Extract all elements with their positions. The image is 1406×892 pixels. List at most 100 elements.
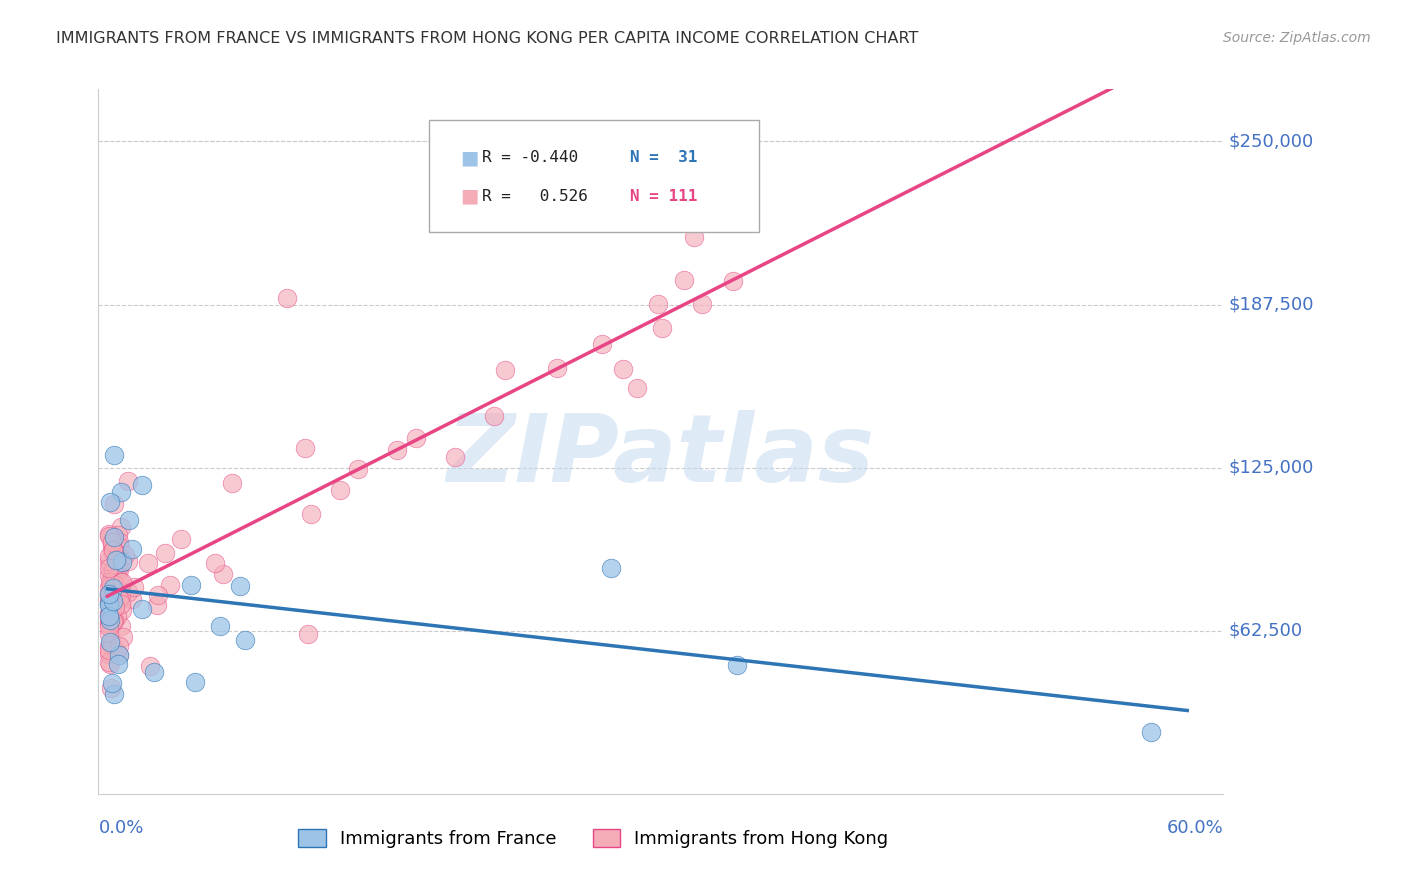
- Immigrants from Hong Kong: [108, 575, 131, 590]
- Immigrants from Hong Kong: [104, 549, 127, 564]
- Immigrants from Hong Kong: [98, 606, 121, 620]
- Immigrants from Hong Kong: [276, 291, 298, 305]
- Immigrants from Hong Kong: [112, 631, 135, 645]
- Immigrants from France: [600, 561, 623, 575]
- Immigrants from Hong Kong: [108, 592, 131, 607]
- Immigrants from Hong Kong: [98, 598, 121, 612]
- Immigrants from Hong Kong: [108, 639, 131, 653]
- Immigrants from France: [101, 581, 124, 595]
- Immigrants from Hong Kong: [105, 645, 128, 659]
- Immigrants from Hong Kong: [108, 534, 131, 549]
- Immigrants from France: [98, 613, 121, 627]
- Immigrants from France: [208, 619, 231, 633]
- Text: $250,000: $250,000: [1229, 132, 1315, 151]
- Immigrants from Hong Kong: [299, 508, 322, 522]
- Immigrants from France: [131, 602, 153, 616]
- Immigrants from Hong Kong: [98, 656, 121, 670]
- Immigrants from France: [108, 648, 131, 662]
- Immigrants from Hong Kong: [146, 589, 169, 603]
- Immigrants from Hong Kong: [111, 602, 134, 616]
- Immigrants from Hong Kong: [100, 577, 122, 591]
- Immigrants from France: [180, 577, 202, 591]
- Immigrants from Hong Kong: [108, 648, 131, 662]
- Immigrants from Hong Kong: [690, 297, 713, 311]
- Immigrants from Hong Kong: [98, 529, 121, 543]
- Text: ZIPatlas: ZIPatlas: [447, 409, 875, 501]
- Text: $125,000: $125,000: [1229, 458, 1315, 476]
- Immigrants from Hong Kong: [111, 574, 134, 589]
- Immigrants from Hong Kong: [98, 527, 121, 541]
- Immigrants from Hong Kong: [101, 566, 124, 581]
- Immigrants from Hong Kong: [385, 443, 408, 458]
- Immigrants from Hong Kong: [101, 543, 124, 558]
- Immigrants from France: [101, 594, 124, 608]
- Immigrants from Hong Kong: [104, 599, 127, 614]
- Immigrants from Hong Kong: [98, 580, 121, 594]
- Immigrants from Hong Kong: [221, 475, 243, 490]
- Immigrants from Hong Kong: [101, 638, 124, 652]
- Immigrants from Hong Kong: [482, 409, 505, 423]
- Immigrants from Hong Kong: [98, 648, 121, 662]
- Text: ■: ■: [460, 186, 478, 206]
- Immigrants from Hong Kong: [297, 627, 319, 641]
- Immigrants from Hong Kong: [100, 636, 122, 650]
- Immigrants from France: [110, 484, 132, 499]
- Immigrants from Hong Kong: [103, 577, 125, 591]
- Immigrants from Hong Kong: [405, 431, 427, 445]
- Immigrants from Hong Kong: [107, 528, 129, 542]
- Immigrants from Hong Kong: [110, 520, 132, 534]
- Text: Source: ZipAtlas.com: Source: ZipAtlas.com: [1223, 31, 1371, 45]
- Immigrants from Hong Kong: [98, 617, 121, 632]
- Immigrants from Hong Kong: [110, 588, 132, 602]
- Immigrants from Hong Kong: [98, 608, 121, 623]
- Immigrants from Hong Kong: [159, 577, 181, 591]
- Text: 60.0%: 60.0%: [1167, 819, 1223, 837]
- Immigrants from Hong Kong: [626, 381, 648, 395]
- Immigrants from Hong Kong: [647, 296, 669, 310]
- Immigrants from Hong Kong: [105, 568, 128, 582]
- Immigrants from Hong Kong: [100, 534, 122, 549]
- Immigrants from France: [233, 633, 256, 648]
- Immigrants from Hong Kong: [204, 556, 226, 570]
- Immigrants from France: [107, 657, 129, 672]
- Text: ■: ■: [460, 148, 478, 168]
- Immigrants from Hong Kong: [108, 564, 131, 578]
- Immigrants from Hong Kong: [444, 450, 467, 464]
- Immigrants from Hong Kong: [103, 614, 125, 628]
- Immigrants from Hong Kong: [107, 549, 129, 563]
- Immigrants from France: [98, 495, 121, 509]
- Immigrants from Hong Kong: [110, 597, 132, 611]
- Immigrants from Hong Kong: [117, 554, 139, 568]
- Immigrants from France: [103, 530, 125, 544]
- Immigrants from Hong Kong: [98, 587, 121, 601]
- Immigrants from France: [104, 552, 127, 566]
- Immigrants from France: [103, 687, 125, 701]
- Immigrants from Hong Kong: [98, 627, 121, 641]
- Immigrants from Hong Kong: [108, 558, 131, 573]
- Immigrants from Hong Kong: [329, 483, 352, 498]
- Immigrants from Hong Kong: [98, 643, 121, 657]
- Immigrants from Hong Kong: [101, 563, 124, 577]
- Immigrants from France: [98, 609, 121, 624]
- Immigrants from France: [131, 477, 153, 491]
- Immigrants from France: [103, 448, 125, 462]
- Immigrants from Hong Kong: [101, 538, 124, 552]
- Immigrants from France: [183, 675, 205, 690]
- Immigrants from Hong Kong: [721, 274, 744, 288]
- Immigrants from France: [100, 675, 122, 690]
- Immigrants from Hong Kong: [104, 594, 127, 608]
- Immigrants from Hong Kong: [98, 561, 121, 575]
- Immigrants from Hong Kong: [101, 544, 124, 558]
- Immigrants from Hong Kong: [347, 462, 370, 476]
- Immigrants from Hong Kong: [170, 532, 193, 546]
- Immigrants from France: [111, 555, 134, 569]
- Immigrants from Hong Kong: [108, 540, 131, 554]
- Immigrants from Hong Kong: [98, 574, 121, 589]
- Immigrants from Hong Kong: [98, 615, 121, 629]
- Immigrants from Hong Kong: [98, 568, 121, 582]
- Immigrants from Hong Kong: [546, 360, 568, 375]
- Immigrants from Hong Kong: [591, 337, 613, 351]
- Legend: Immigrants from France, Immigrants from Hong Kong: Immigrants from France, Immigrants from …: [291, 822, 896, 855]
- Immigrants from Hong Kong: [98, 549, 121, 563]
- Immigrants from Hong Kong: [153, 546, 176, 560]
